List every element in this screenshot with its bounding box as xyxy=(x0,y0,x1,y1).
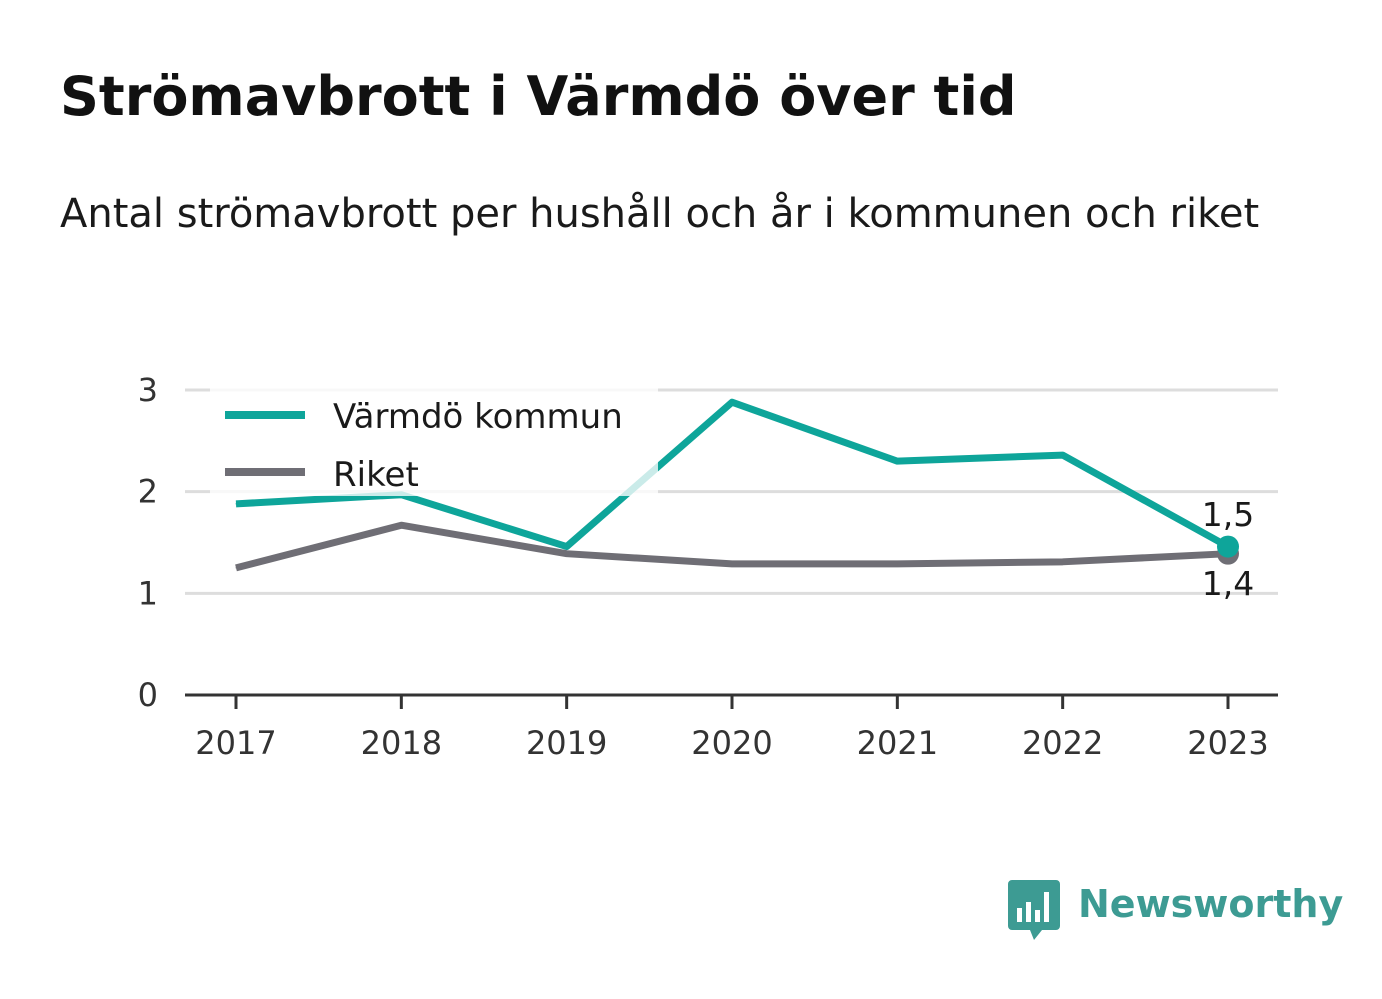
legend-label-riket: Riket xyxy=(333,455,419,495)
end-label-riket: 1,4 xyxy=(1202,564,1254,603)
y-tick-label: 1 xyxy=(138,574,158,612)
chart-subtitle: Antal strömavbrott per hushåll och år i … xyxy=(60,191,1260,237)
y-tick-label: 3 xyxy=(138,371,158,409)
data-point-riket xyxy=(731,563,733,565)
chart-title: Strömavbrott i Värmdö över tid xyxy=(60,65,1017,128)
series-line-riket xyxy=(235,521,1229,572)
x-axis: 2017 2018 2019 2020 2021 2022 2023 xyxy=(185,693,1278,762)
data-point-kommun xyxy=(235,503,237,505)
end-marker-kommun xyxy=(1217,535,1239,558)
brand-logo: Newsworthy xyxy=(1008,876,1343,942)
end-label-kommun: 1,5 xyxy=(1202,495,1254,534)
y-tick-label: 0 xyxy=(138,676,158,714)
x-tick-label: 2022 xyxy=(1022,724,1103,762)
x-tick-label: 2019 xyxy=(526,724,607,762)
data-point-riket xyxy=(1062,561,1064,563)
x-tick-label: 2018 xyxy=(361,724,442,762)
data-point-kommun xyxy=(896,460,898,462)
data-point-kommun xyxy=(731,401,733,403)
x-tick-label: 2023 xyxy=(1187,724,1268,762)
legend-label-kommun: Värmdö kommun xyxy=(333,397,623,437)
y-axis-ticks: 0 1 2 3 xyxy=(138,371,158,714)
legend-background xyxy=(210,384,658,496)
newsworthy-logo-icon xyxy=(1008,880,1060,940)
data-point-riket xyxy=(566,553,568,555)
data-point-riket xyxy=(235,567,237,569)
x-tick-label: 2021 xyxy=(857,724,938,762)
data-point-kommun xyxy=(566,546,568,548)
legend: Värmdö kommun Riket xyxy=(225,397,623,495)
x-tick-label: 2020 xyxy=(691,724,772,762)
brand-name: Newsworthy xyxy=(1078,882,1344,926)
data-point-riket xyxy=(400,524,402,526)
data-point-kommun xyxy=(1062,454,1064,456)
x-tick-label: 2017 xyxy=(195,724,276,762)
end-markers xyxy=(1217,535,1239,565)
data-point-riket xyxy=(896,563,898,565)
y-tick-label: 2 xyxy=(138,473,158,511)
